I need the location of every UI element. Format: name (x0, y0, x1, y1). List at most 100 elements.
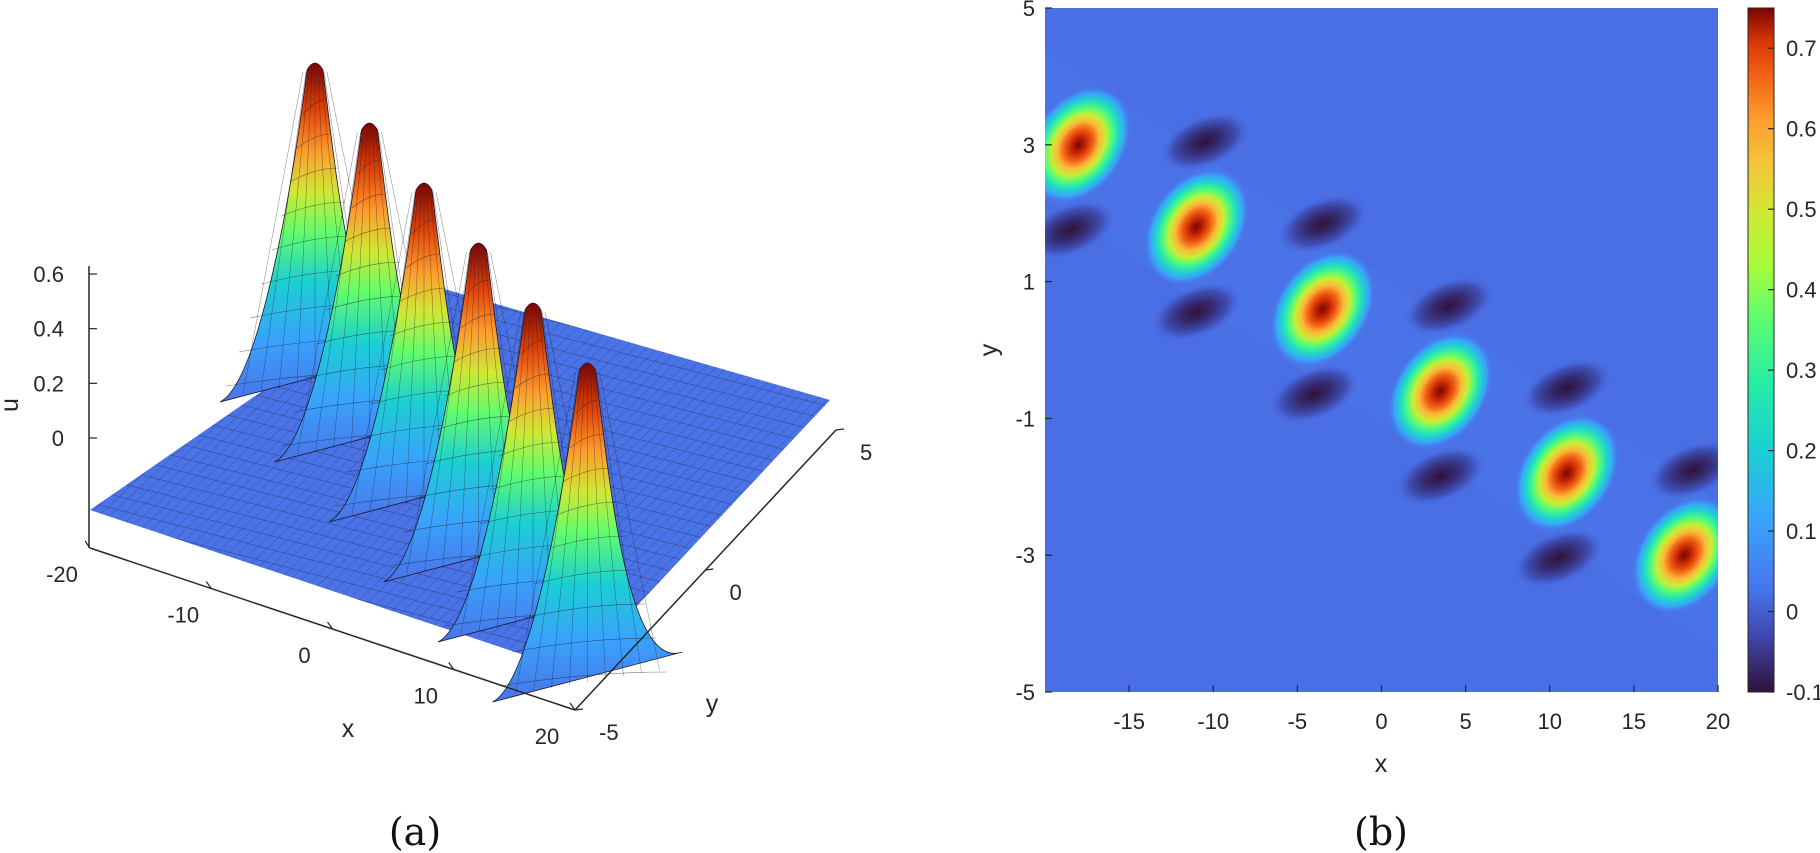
heatmap-peak (1143, 168, 1250, 286)
surface-mesh-line (296, 71, 313, 386)
heatmap-peak (1045, 86, 1132, 204)
surface-mesh-line (351, 131, 367, 446)
y-tick-label-b: 1 (1023, 270, 1035, 295)
surface-mesh-line (507, 407, 556, 423)
surface-mesh-line (593, 371, 624, 677)
surface-mesh-line (387, 191, 419, 509)
surface-mesh-line (444, 381, 509, 397)
z-tick-label: 0.6 (33, 262, 64, 287)
x-tick-mark-a (569, 702, 576, 711)
surface-mesh-line (534, 569, 636, 585)
surface-mesh-line (533, 371, 579, 692)
surface-mesh-line (551, 371, 582, 689)
colorbar-tick-label: 0.1 (1786, 519, 1817, 544)
heatmap-dip (1403, 275, 1495, 337)
y-tick-label-a: 0 (730, 580, 742, 605)
heatmap-dip (1512, 528, 1604, 589)
surface-mesh-line (260, 71, 307, 392)
heatmap-marks (1045, 49, 1718, 651)
surface-mesh-line (569, 433, 604, 449)
x-tick-label-a: -10 (167, 603, 199, 628)
x-tick-label-a: -20 (46, 562, 78, 587)
surface-mesh-line (511, 637, 656, 653)
surface-peaks (219, 62, 683, 703)
y-tick-label-b: -1 (1015, 406, 1035, 431)
colorbar-tick-label: 0.4 (1786, 278, 1817, 303)
x-tick-label-b: 5 (1460, 709, 1472, 734)
y-tick-mark-a (574, 708, 584, 711)
surface-mesh-line (351, 193, 386, 209)
surface-mesh-line (398, 287, 447, 303)
surface-mesh-line (562, 467, 611, 483)
x-tick-labels-a: -20 -10 0 10 20 (46, 540, 576, 749)
z-tick-labels: 0 0.2 0.4 0.6 (33, 262, 97, 451)
surface-mesh-line (278, 71, 310, 389)
caption-b: (b) (1354, 810, 1408, 853)
surface-mesh-line (478, 311, 525, 632)
surface-mesh-line (281, 201, 346, 217)
heatmap-peak (1631, 496, 1718, 614)
y-tick-label-b: -5 (1015, 680, 1035, 705)
x-tick-label-b: 20 (1706, 709, 1730, 734)
colorbar-tick-label: 0 (1786, 600, 1798, 625)
colorbar-tick-label: 0.2 (1786, 439, 1817, 464)
surface-mesh-line (596, 371, 642, 674)
y-tick-label-b: 3 (1023, 133, 1035, 158)
surface-mesh-line (335, 261, 400, 277)
y-tick-label-a: -5 (599, 720, 619, 745)
colorbar (1747, 7, 1775, 693)
surface-mesh-line (297, 131, 358, 455)
heatmap-peak (1270, 250, 1376, 368)
heatmap-dip (1521, 357, 1613, 419)
surface-mesh-line (460, 313, 495, 329)
z-tick-label: 0 (52, 426, 64, 451)
x-tick-label-a: 10 (414, 684, 438, 709)
surface-mesh-line (405, 191, 422, 506)
surface-mesh-line (289, 167, 338, 183)
surface-mesh-line (515, 373, 549, 389)
surface-mesh-line (523, 603, 646, 619)
surface-mesh-line (499, 441, 564, 457)
x-tick-mark-a (84, 540, 91, 549)
heatmap-dip (1150, 281, 1242, 343)
x-tick-mark-a (205, 581, 212, 589)
surface-mesh-line (544, 535, 627, 551)
surface-mesh-line (499, 671, 667, 687)
heatmap-dip (1277, 193, 1369, 254)
y-axis-label-b: y (975, 343, 1003, 356)
surface-mesh-line (599, 371, 660, 671)
y-tick-mark-a (705, 568, 714, 571)
x-tick-label-b: -15 (1113, 709, 1145, 734)
x-axis-label-b: x (1375, 750, 1388, 778)
z-tick-label: 0.2 (33, 371, 64, 396)
surface-mesh-line (515, 371, 576, 695)
surface-mesh-line (424, 251, 470, 572)
heatmap-dip (1045, 199, 1116, 260)
heatmap-dip (1647, 440, 1718, 501)
colorbar-tick-label: 0.3 (1786, 358, 1817, 383)
surface-mesh-line (369, 191, 416, 512)
y-tick-label-b: 5 (1023, 0, 1035, 21)
surface-plot-panel-a: 0 0.2 0.4 0.6 u -20 -10 0 10 20 x -5 0 5 y (a) (0, 62, 872, 853)
y-tick-labels-a: -5 0 5 (574, 428, 872, 745)
y-tick-label-b: -3 (1015, 543, 1035, 568)
surface-mesh-line (390, 321, 455, 337)
colorbar-tick-labels: -0.1 0 0.1 0.2 0.3 0.4 0.5 0.6 0.7 (1768, 36, 1820, 705)
surface-mesh-line (442, 251, 473, 569)
x-tick-label-a: 0 (298, 643, 310, 668)
x-tick-mark-a (448, 662, 455, 670)
x-tick-label-b: -10 (1197, 709, 1229, 734)
y-tick-label-a: 5 (860, 440, 872, 465)
z-axis-label: u (0, 398, 24, 412)
x-axis-label-a: x (342, 715, 355, 743)
surface-mesh-line (514, 311, 531, 626)
colorbar-tick-label: 0.6 (1786, 117, 1817, 142)
surface-mesh-line (496, 311, 528, 629)
colorbar-tick-label: -0.1 (1786, 680, 1820, 705)
surface-mesh-line (553, 501, 618, 517)
x-tick-label-a: 20 (535, 724, 559, 749)
heatmap-dip (1268, 363, 1360, 425)
y-tick-labels-b: -5 -3 -1 1 3 5 (1015, 0, 1052, 705)
heatmap-peak (1513, 414, 1620, 532)
y-tick-mark-a (835, 428, 845, 431)
